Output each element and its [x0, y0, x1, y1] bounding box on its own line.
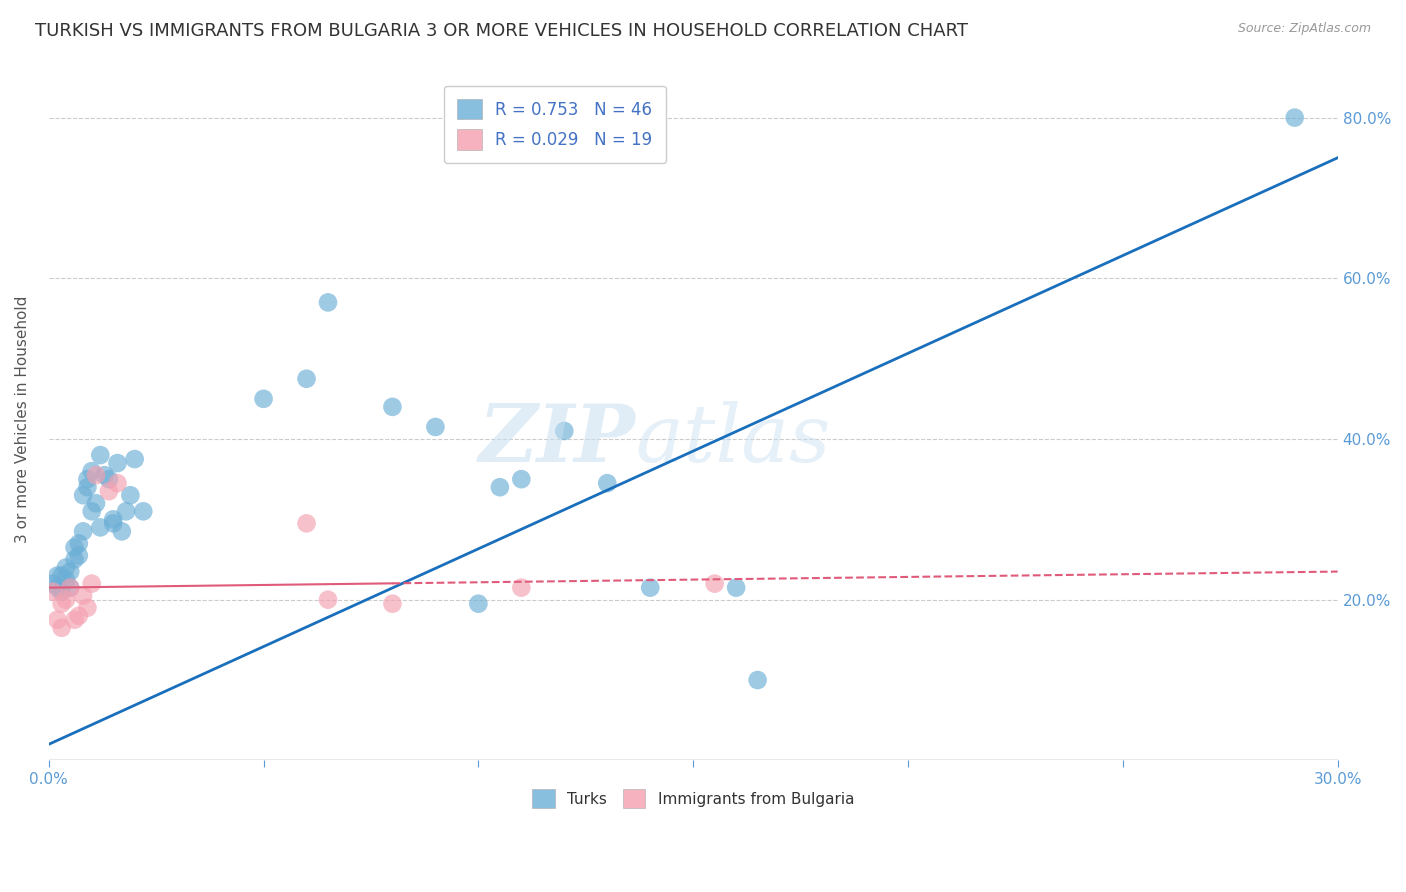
- Point: [63, 613, 86, 627]
- Point: [51, 568, 73, 582]
- Point: [747, 673, 769, 687]
- Point: [295, 372, 318, 386]
- Point: [1284, 111, 1306, 125]
- Point: [316, 295, 339, 310]
- Point: [596, 476, 619, 491]
- Point: [510, 472, 533, 486]
- Y-axis label: 3 or more Vehicles in Household: 3 or more Vehicles in Household: [15, 295, 30, 542]
- Point: [51, 584, 73, 599]
- Point: [295, 516, 318, 531]
- Point: [510, 581, 533, 595]
- Point: [76, 480, 98, 494]
- Point: [381, 400, 404, 414]
- Point: [59, 565, 82, 579]
- Point: [55, 573, 77, 587]
- Point: [89, 520, 111, 534]
- Text: Source: ZipAtlas.com: Source: ZipAtlas.com: [1237, 22, 1371, 36]
- Point: [67, 536, 90, 550]
- Point: [46, 568, 69, 582]
- Point: [316, 592, 339, 607]
- Point: [76, 472, 98, 486]
- Point: [63, 541, 86, 555]
- Point: [97, 472, 120, 486]
- Point: [93, 468, 115, 483]
- Point: [89, 448, 111, 462]
- Point: [63, 552, 86, 566]
- Point: [638, 581, 661, 595]
- Point: [67, 549, 90, 563]
- Legend: Turks, Immigrants from Bulgaria: Turks, Immigrants from Bulgaria: [526, 783, 860, 814]
- Point: [80, 504, 103, 518]
- Point: [51, 597, 73, 611]
- Point: [84, 468, 107, 483]
- Point: [42, 576, 65, 591]
- Point: [97, 484, 120, 499]
- Point: [59, 581, 82, 595]
- Point: [252, 392, 274, 406]
- Point: [72, 488, 94, 502]
- Point: [80, 576, 103, 591]
- Point: [107, 456, 129, 470]
- Point: [103, 516, 125, 531]
- Point: [72, 524, 94, 539]
- Point: [553, 424, 575, 438]
- Point: [55, 560, 77, 574]
- Point: [46, 581, 69, 595]
- Point: [111, 524, 134, 539]
- Point: [80, 464, 103, 478]
- Point: [132, 504, 155, 518]
- Point: [489, 480, 512, 494]
- Point: [425, 420, 447, 434]
- Point: [381, 597, 404, 611]
- Point: [59, 581, 82, 595]
- Point: [84, 496, 107, 510]
- Point: [72, 589, 94, 603]
- Point: [703, 576, 725, 591]
- Point: [46, 613, 69, 627]
- Point: [107, 476, 129, 491]
- Text: TURKISH VS IMMIGRANTS FROM BULGARIA 3 OR MORE VEHICLES IN HOUSEHOLD CORRELATION : TURKISH VS IMMIGRANTS FROM BULGARIA 3 OR…: [35, 22, 969, 40]
- Point: [76, 600, 98, 615]
- Point: [120, 488, 142, 502]
- Point: [467, 597, 489, 611]
- Point: [42, 584, 65, 599]
- Point: [725, 581, 748, 595]
- Point: [115, 504, 138, 518]
- Point: [124, 452, 146, 467]
- Point: [103, 512, 125, 526]
- Point: [51, 621, 73, 635]
- Text: ZIP: ZIP: [478, 401, 636, 478]
- Point: [67, 608, 90, 623]
- Point: [55, 592, 77, 607]
- Text: atlas: atlas: [636, 401, 831, 478]
